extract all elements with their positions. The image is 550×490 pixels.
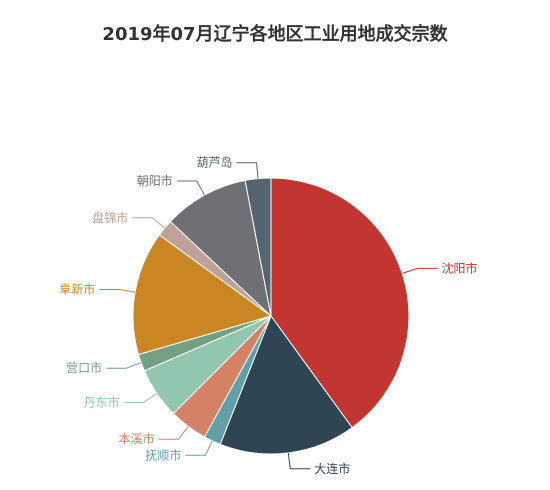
leader-line-5 [106,362,142,369]
leader-line-3 [158,426,189,440]
slice-label-2: 抚顺市 [145,447,181,462]
slice-label-0: 沈阳市 [442,260,478,275]
slice-label-7: 盘锦市 [92,210,128,225]
leader-line-2 [185,440,213,456]
pie-slice-1[interactable] [219,314,353,455]
slice-label-9: 葫芦岛 [196,155,232,170]
pie-slice-8[interactable] [169,179,272,318]
slice-label-8: 朝阳市 [137,173,173,188]
leader-line-0 [402,267,438,274]
leader-line-8 [176,180,205,196]
pie-slice-6[interactable] [132,234,273,356]
leader-line-4 [123,393,158,404]
slice-label-4: 丹东市 [84,395,120,410]
chart-title: 2019年07月辽宁各地区工业用地成交宗数 [102,24,448,45]
leader-line-9 [236,162,259,179]
slice-label-1: 大连市 [314,461,350,476]
leader-line-7 [132,217,166,229]
slice-label-6: 阜新市 [59,282,95,297]
leader-line-1 [287,452,311,470]
slice-label-3: 本溪市 [118,431,154,446]
leader-line-6 [99,289,136,293]
slice-label-5: 营口市 [66,360,102,375]
pie-slice-9[interactable] [244,177,272,317]
